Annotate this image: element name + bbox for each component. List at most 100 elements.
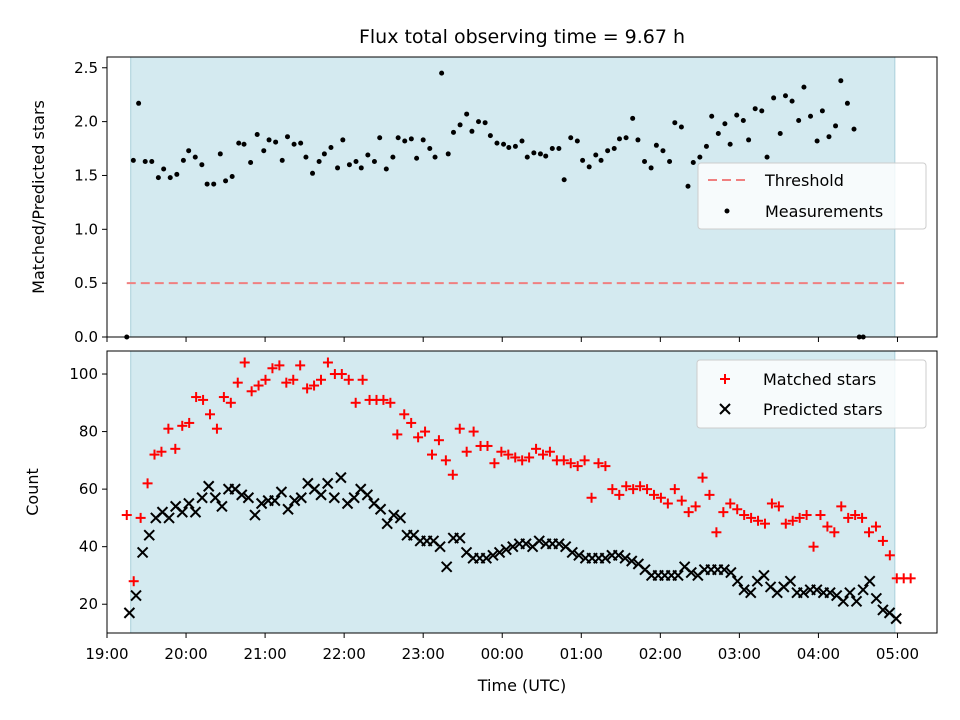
matched-point <box>607 484 618 495</box>
matched-point <box>732 504 743 515</box>
matched-point <box>149 449 160 460</box>
matched-point <box>739 510 750 521</box>
matched-point <box>218 392 229 403</box>
measurement-point <box>814 138 820 144</box>
matched-point <box>191 392 202 403</box>
measurement-point <box>561 177 567 183</box>
matched-point <box>336 369 347 380</box>
matched-point <box>711 527 722 538</box>
matched-point <box>662 498 673 509</box>
measurement-point <box>174 171 180 177</box>
predicted-point <box>533 535 545 547</box>
measurement-point <box>796 118 802 124</box>
matched-stars-series <box>121 357 916 587</box>
measurement-point <box>358 165 364 171</box>
measurement-point <box>709 113 715 119</box>
measurement-point <box>808 113 814 119</box>
measurement-point <box>782 93 788 99</box>
bottom-y-axis-label: Count <box>23 468 42 516</box>
matched-point <box>399 409 410 420</box>
x-tick-label: 02:00 <box>639 645 682 663</box>
matched-point <box>759 518 770 529</box>
measurement-point <box>531 150 537 156</box>
measurement-point <box>432 154 438 160</box>
measurement-point <box>383 166 389 172</box>
matched-point <box>239 357 250 368</box>
matched-point <box>413 432 424 443</box>
matched-point <box>142 478 153 489</box>
matched-point <box>718 507 729 518</box>
matched-point <box>454 423 465 434</box>
matched-point <box>808 541 819 552</box>
measurement-point <box>408 136 414 142</box>
y-tick-label: 80 <box>79 423 98 441</box>
measurement-point <box>593 152 599 158</box>
matched-point <box>170 443 181 454</box>
legend-predicted-swatch <box>719 403 731 415</box>
measurement-point <box>328 144 334 150</box>
bottom-panel: 20 40 60 80 100 19:00 20:00 21:00 22:00 23:00 00:… <box>23 350 938 695</box>
measurement-point <box>199 162 205 168</box>
predicted-point <box>758 569 770 582</box>
legend-measurements-label: Measurements <box>765 202 883 221</box>
predicted-point <box>288 494 301 507</box>
measurement-point <box>377 135 383 141</box>
top-legend-box <box>697 162 927 230</box>
measurement-point <box>519 138 525 144</box>
matched-point <box>447 469 458 480</box>
measurement-point <box>353 158 359 164</box>
matched-point <box>773 501 784 512</box>
predicted-point <box>388 509 400 521</box>
measurement-point <box>371 158 377 164</box>
matched-point <box>177 420 188 431</box>
measurement-point <box>611 146 617 152</box>
measurement-point <box>524 154 530 160</box>
top-legend: Threshold Measurements <box>697 162 927 230</box>
matched-point <box>295 360 306 371</box>
predicted-point <box>176 506 188 518</box>
matched-point <box>198 394 209 405</box>
matched-point <box>676 495 687 506</box>
matched-point <box>725 498 736 509</box>
matched-point <box>392 429 403 440</box>
measurement-point <box>217 151 223 157</box>
measurement-point <box>543 153 549 159</box>
y-tick-label: 0.5 <box>74 274 98 292</box>
predicted-point <box>599 552 612 564</box>
measurement-point <box>487 133 493 139</box>
x-tick-label: 22:00 <box>323 645 366 663</box>
predicted-point <box>745 587 757 599</box>
matched-point <box>343 374 354 385</box>
y-tick-label: 1.5 <box>74 166 98 184</box>
predicted-point <box>209 492 222 504</box>
predicted-point <box>361 489 374 501</box>
predicted-point <box>328 492 341 504</box>
measurement-point <box>192 154 198 160</box>
measurement-point <box>672 120 678 126</box>
bottom-legend-box <box>696 359 927 429</box>
measurement-point <box>414 155 420 161</box>
predicted-point <box>864 575 876 587</box>
legend-predicted-label: Predicted stars <box>763 400 883 419</box>
matched-point <box>378 394 389 405</box>
measurement-point <box>335 165 341 171</box>
measurement-point <box>266 137 272 143</box>
measurement-point <box>685 183 691 189</box>
predicted-point <box>255 497 268 510</box>
top-panel: 0.0 0.5 1.0 1.5 2.0 2.5 Matched/Predicted sta… <box>29 56 938 346</box>
matched-point <box>135 512 146 523</box>
measurement-point <box>851 126 857 132</box>
matched-point <box>697 472 708 483</box>
measurement-point <box>746 137 752 143</box>
measurement-point <box>653 142 659 148</box>
matched-point <box>246 386 257 397</box>
top-y-axis-label: Matched/Predicted stars <box>29 100 48 294</box>
predicted-point <box>381 517 393 530</box>
matched-point <box>260 374 271 385</box>
predicted-point <box>335 471 347 484</box>
matched-point <box>274 360 285 371</box>
predicted-point <box>731 575 744 587</box>
predicted-point <box>784 575 797 587</box>
measurement-point <box>476 119 482 125</box>
matched-point <box>357 374 368 385</box>
